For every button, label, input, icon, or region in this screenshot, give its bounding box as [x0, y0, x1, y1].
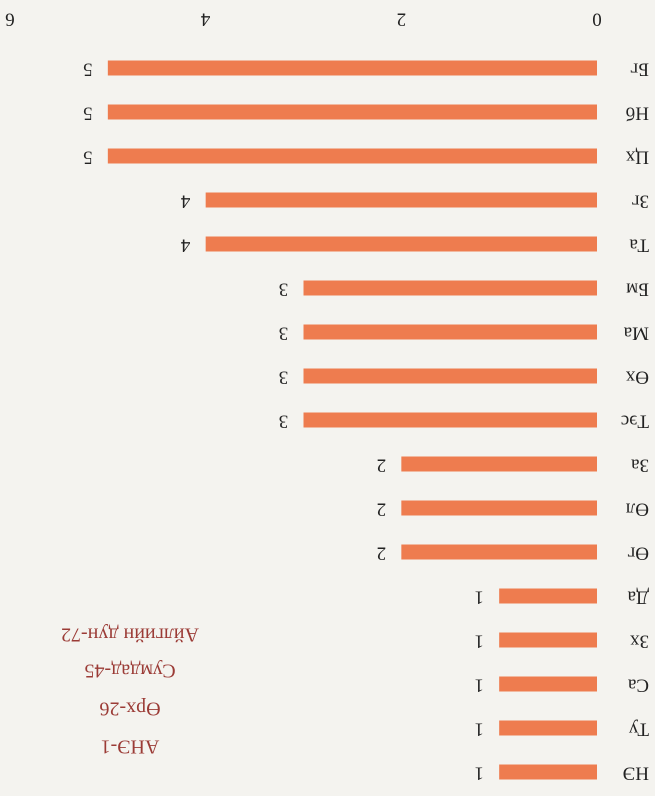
y-tick-label: НЭ [623, 763, 649, 784]
y-tick-label: Бг [630, 59, 649, 80]
bar [303, 368, 597, 384]
value-label: 1 [474, 631, 484, 652]
x-tick-label: 6 [5, 9, 15, 30]
y-tick-label: Са [627, 675, 649, 696]
y-tick-label: Цх [625, 147, 649, 168]
bar [499, 720, 597, 736]
bar [499, 588, 597, 604]
bar [107, 60, 597, 76]
bar [303, 412, 597, 428]
value-label: 4 [180, 191, 190, 212]
y-tick-label: Өг [627, 543, 649, 564]
value-label: 5 [83, 103, 93, 124]
y-tick-label: Да [627, 587, 649, 608]
y-tick-label: Та [629, 235, 649, 256]
bar [401, 456, 597, 472]
y-tick-label: Зх [629, 631, 649, 652]
value-label: 3 [279, 323, 289, 344]
value-label: 2 [377, 499, 387, 520]
bar [499, 632, 597, 648]
y-tick-label: Өл [625, 499, 649, 520]
y-tick-label: Нб [626, 103, 649, 124]
bar [303, 280, 597, 296]
x-tick-label: 2 [397, 9, 407, 30]
value-label: 2 [377, 543, 387, 564]
y-tick-label: За [630, 455, 649, 476]
bar [205, 236, 597, 252]
plot: 0 2 4 6 НЭ 1 Ту 1 Са 1 Зх 1 Да 1 Өг 2 Өл 2 За 2 Тэс 3 Өх 3 Ма 3 Бм… [5, 9, 649, 784]
bar [303, 324, 597, 340]
x-tick-label: 0 [592, 9, 602, 30]
bar [499, 764, 597, 780]
value-label: 4 [180, 235, 190, 256]
y-tick-label: Бм [626, 279, 649, 300]
value-label: 3 [279, 367, 289, 388]
y-tick-label: Ту [628, 719, 649, 740]
value-label: 3 [279, 411, 289, 432]
bar [107, 148, 597, 164]
bar [401, 544, 597, 560]
bar [107, 104, 597, 120]
value-label: 1 [474, 675, 484, 696]
annotation: Сумдад-45 [84, 659, 175, 681]
annotation: АНЭ-1 [101, 735, 160, 757]
value-label: 1 [474, 719, 484, 740]
bar [205, 192, 597, 208]
x-tick-label: 4 [200, 9, 210, 30]
y-tick-label: Зг [631, 191, 649, 212]
annotation: Өрх-26 [99, 697, 160, 719]
y-tick-label: Өх [625, 367, 649, 388]
annotation: Айлгийн дун-72 [61, 623, 199, 645]
y-tick-label: Тэс [621, 411, 649, 432]
value-label: 5 [83, 147, 93, 168]
bar [499, 676, 597, 692]
y-tick-label: Ма [623, 323, 649, 344]
value-label: 3 [279, 279, 289, 300]
bar [401, 500, 597, 516]
value-label: 2 [377, 455, 387, 476]
value-label: 1 [474, 587, 484, 608]
value-label: 1 [474, 763, 484, 784]
value-label: 5 [83, 59, 93, 80]
